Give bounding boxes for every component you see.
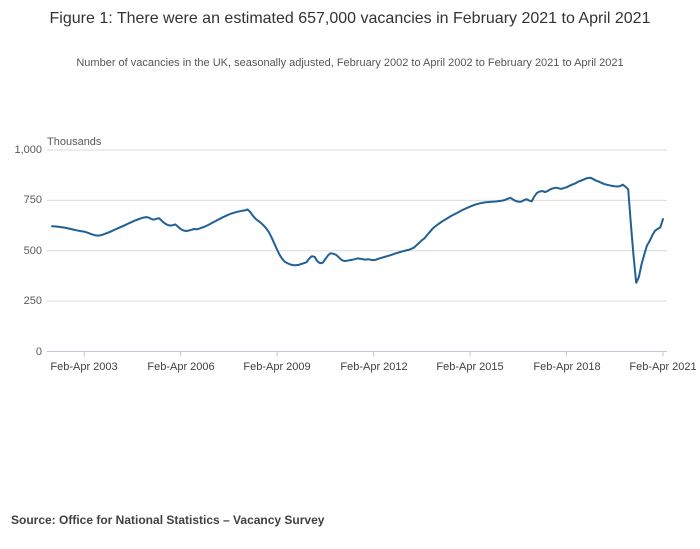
x-axis-label: Feb-Apr 2021 [629,361,697,373]
x-axis-label: Feb-Apr 2003 [50,361,118,373]
x-axis-label: Feb-Apr 2018 [533,361,601,373]
y-axis-label: 500 [23,245,42,257]
x-axis-ticks [83,351,664,357]
gridlines [47,149,667,352]
y-axis-label: 750 [23,194,42,206]
x-axis-label: Feb-Apr 2015 [436,361,504,373]
y-axis-unit-label: Thousands [47,136,102,148]
vacancies-line-series [51,176,664,284]
y-axis-label: 0 [35,346,42,358]
x-axis-label: Feb-Apr 2012 [340,361,408,373]
x-axis-label: Feb-Apr 2009 [243,361,311,373]
x-axis-label: Feb-Apr 2006 [147,361,215,373]
figure-title: Figure 1: There were an estimated 657,00… [40,8,660,29]
y-axis-label: 250 [23,295,42,307]
figure-title-text: Figure 1: There were an estimated 657,00… [49,10,651,27]
source-note: Source: Office for National Statistics –… [11,513,325,527]
y-axis-label: 1,000 [14,144,42,156]
figure-subtitle: Number of vacancies in the UK, seasonall… [76,57,624,69]
